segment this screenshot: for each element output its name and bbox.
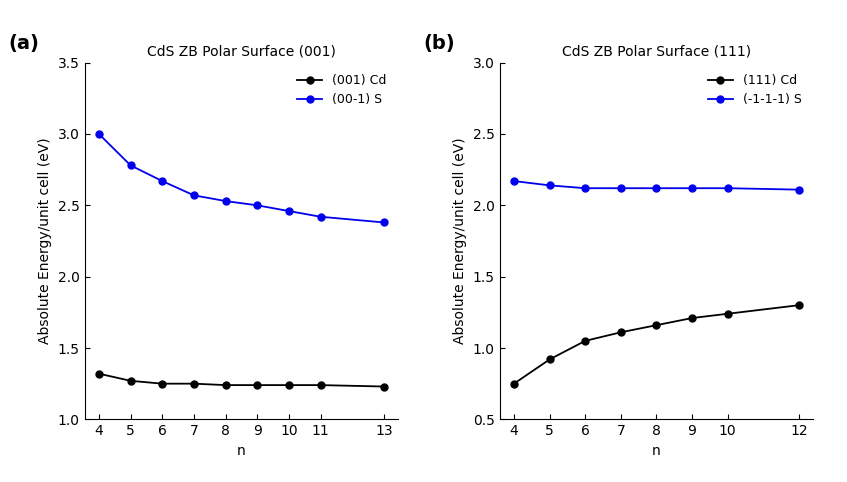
Title: CdS ZB Polar Surface (001): CdS ZB Polar Surface (001) [147, 45, 335, 59]
Line: (00-1) S: (00-1) S [96, 131, 387, 226]
Y-axis label: Absolute Energy/unit cell (eV): Absolute Energy/unit cell (eV) [38, 138, 53, 344]
(00-1) S [284, 208, 294, 214]
(001) Cd [189, 381, 199, 387]
(00-1) S [189, 192, 199, 198]
Legend: (111) Cd, (-1-1-1) S: (111) Cd, (-1-1-1) S [703, 69, 807, 111]
(111) Cd [580, 338, 590, 344]
X-axis label: n: n [237, 444, 246, 458]
(-1-1-1) S [794, 187, 804, 192]
(001) Cd [315, 382, 325, 388]
(001) Cd [220, 382, 230, 388]
(-1-1-1) S [722, 185, 733, 191]
(-1-1-1) S [545, 183, 555, 188]
X-axis label: n: n [652, 444, 661, 458]
(001) Cd [158, 381, 168, 387]
(00-1) S [94, 131, 104, 137]
(111) Cd [687, 315, 697, 321]
(001) Cd [284, 382, 294, 388]
Line: (-1-1-1) S: (-1-1-1) S [511, 177, 802, 193]
(-1-1-1) S [687, 185, 697, 191]
(-1-1-1) S [580, 185, 590, 191]
(001) Cd [125, 378, 136, 384]
(001) Cd [252, 382, 263, 388]
Line: (111) Cd: (111) Cd [511, 302, 802, 387]
(-1-1-1) S [651, 185, 662, 191]
(001) Cd [94, 371, 104, 376]
(001) Cd [379, 384, 389, 389]
(111) Cd [545, 357, 555, 362]
(111) Cd [509, 381, 519, 387]
Text: (a): (a) [8, 34, 39, 53]
(111) Cd [616, 329, 626, 335]
(00-1) S [315, 214, 325, 220]
Legend: (001) Cd, (00-1) S: (001) Cd, (00-1) S [292, 69, 392, 111]
(00-1) S [220, 198, 230, 204]
(00-1) S [252, 202, 263, 208]
(00-1) S [158, 178, 168, 184]
(111) Cd [794, 302, 804, 308]
(111) Cd [651, 322, 662, 328]
(-1-1-1) S [509, 178, 519, 184]
(111) Cd [722, 311, 733, 317]
(00-1) S [379, 220, 389, 226]
Text: (b): (b) [424, 34, 455, 53]
(00-1) S [125, 162, 136, 168]
Title: CdS ZB Polar Surface (111): CdS ZB Polar Surface (111) [562, 45, 751, 59]
Y-axis label: Absolute Energy/unit cell (eV): Absolute Energy/unit cell (eV) [453, 138, 468, 344]
(-1-1-1) S [616, 185, 626, 191]
Line: (001) Cd: (001) Cd [96, 370, 387, 390]
